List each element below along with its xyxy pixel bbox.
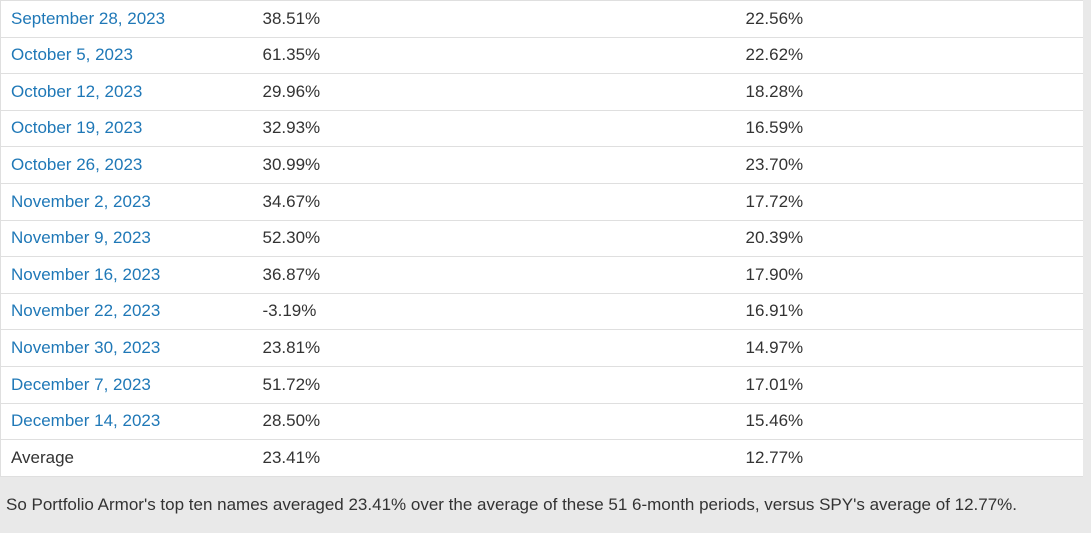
date-cell: October 5, 2023 — [0, 37, 253, 75]
returns-table: September 28, 2023 38.51% 22.56% October… — [0, 0, 1083, 477]
date-cell: November 22, 2023 — [0, 293, 253, 331]
spy-return-cell: 17.72% — [735, 183, 1083, 221]
spy-return-cell: 14.97% — [735, 329, 1083, 367]
date-link[interactable]: September 28, 2023 — [11, 8, 166, 28]
top-ten-return-cell: 51.72% — [252, 366, 736, 404]
footer-note: So Portfolio Armor's top ten names avera… — [0, 476, 1091, 515]
date-link[interactable]: November 2, 2023 — [11, 191, 151, 211]
date-cell: October 26, 2023 — [0, 146, 253, 184]
date-cell: November 16, 2023 — [0, 256, 253, 294]
date-cell: November 30, 2023 — [0, 329, 253, 367]
table-row: November 22, 2023 -3.19% 16.91% — [0, 293, 1083, 331]
date-link[interactable]: November 16, 2023 — [11, 264, 161, 284]
table-row: November 30, 2023 23.81% 14.97% — [0, 329, 1083, 367]
date-link[interactable]: November 30, 2023 — [11, 337, 161, 357]
top-ten-return-cell: 61.35% — [252, 37, 736, 75]
date-cell: November 9, 2023 — [0, 220, 253, 258]
date-cell: November 2, 2023 — [0, 183, 253, 221]
spy-return-cell: 17.90% — [735, 256, 1083, 294]
table-row: November 2, 2023 34.67% 17.72% — [0, 183, 1083, 221]
top-ten-return-cell: 34.67% — [252, 183, 736, 221]
average-row: Average 23.41% 12.77% — [0, 439, 1083, 477]
returns-table-body: September 28, 2023 38.51% 22.56% October… — [0, 0, 1083, 477]
table-row: December 7, 2023 51.72% 17.01% — [0, 366, 1083, 404]
top-ten-return-cell: -3.19% — [252, 293, 736, 331]
spy-return-cell: 22.62% — [735, 37, 1083, 75]
date-link[interactable]: October 12, 2023 — [11, 81, 143, 101]
date-link[interactable]: December 14, 2023 — [11, 411, 161, 431]
table-row: November 16, 2023 36.87% 17.90% — [0, 256, 1083, 294]
date-cell: October 19, 2023 — [0, 110, 253, 148]
date-cell: December 14, 2023 — [0, 403, 253, 441]
date-cell: September 28, 2023 — [0, 0, 253, 38]
top-ten-return-cell: 29.96% — [252, 73, 736, 111]
top-ten-return-cell: 32.93% — [252, 110, 736, 148]
date-cell: December 7, 2023 — [0, 366, 253, 404]
top-ten-return-cell: 38.51% — [252, 0, 736, 38]
average-label: Average — [0, 439, 253, 477]
top-ten-return-cell: 23.81% — [252, 329, 736, 367]
date-link[interactable]: November 22, 2023 — [11, 301, 161, 321]
spy-return-cell: 23.70% — [735, 146, 1083, 184]
spy-return-cell: 15.46% — [735, 403, 1083, 441]
table-row: December 14, 2023 28.50% 15.46% — [0, 403, 1083, 441]
spy-return-cell: 20.39% — [735, 220, 1083, 258]
date-link[interactable]: October 26, 2023 — [11, 154, 143, 174]
top-ten-return-cell: 36.87% — [252, 256, 736, 294]
spy-return-cell: 22.56% — [735, 0, 1083, 38]
table-row: October 5, 2023 61.35% 22.62% — [0, 37, 1083, 75]
table-row: October 19, 2023 32.93% 16.59% — [0, 110, 1083, 148]
table-row: October 26, 2023 30.99% 23.70% — [0, 146, 1083, 184]
returns-table-container: September 28, 2023 38.51% 22.56% October… — [0, 0, 1083, 477]
average-spy-cell: 12.77% — [735, 439, 1083, 477]
spy-return-cell: 18.28% — [735, 73, 1083, 111]
top-ten-return-cell: 28.50% — [252, 403, 736, 441]
date-link[interactable]: October 19, 2023 — [11, 118, 143, 138]
date-link[interactable]: November 9, 2023 — [11, 228, 151, 248]
table-row: September 28, 2023 38.51% 22.56% — [0, 0, 1083, 38]
spy-return-cell: 16.59% — [735, 110, 1083, 148]
spy-return-cell: 16.91% — [735, 293, 1083, 331]
top-ten-return-cell: 52.30% — [252, 220, 736, 258]
average-top-ten-cell: 23.41% — [252, 439, 736, 477]
date-cell: October 12, 2023 — [0, 73, 253, 111]
table-row: November 9, 2023 52.30% 20.39% — [0, 220, 1083, 258]
date-link[interactable]: October 5, 2023 — [11, 45, 133, 65]
spy-return-cell: 17.01% — [735, 366, 1083, 404]
date-link[interactable]: December 7, 2023 — [11, 374, 151, 394]
table-row: October 12, 2023 29.96% 18.28% — [0, 73, 1083, 111]
top-ten-return-cell: 30.99% — [252, 146, 736, 184]
